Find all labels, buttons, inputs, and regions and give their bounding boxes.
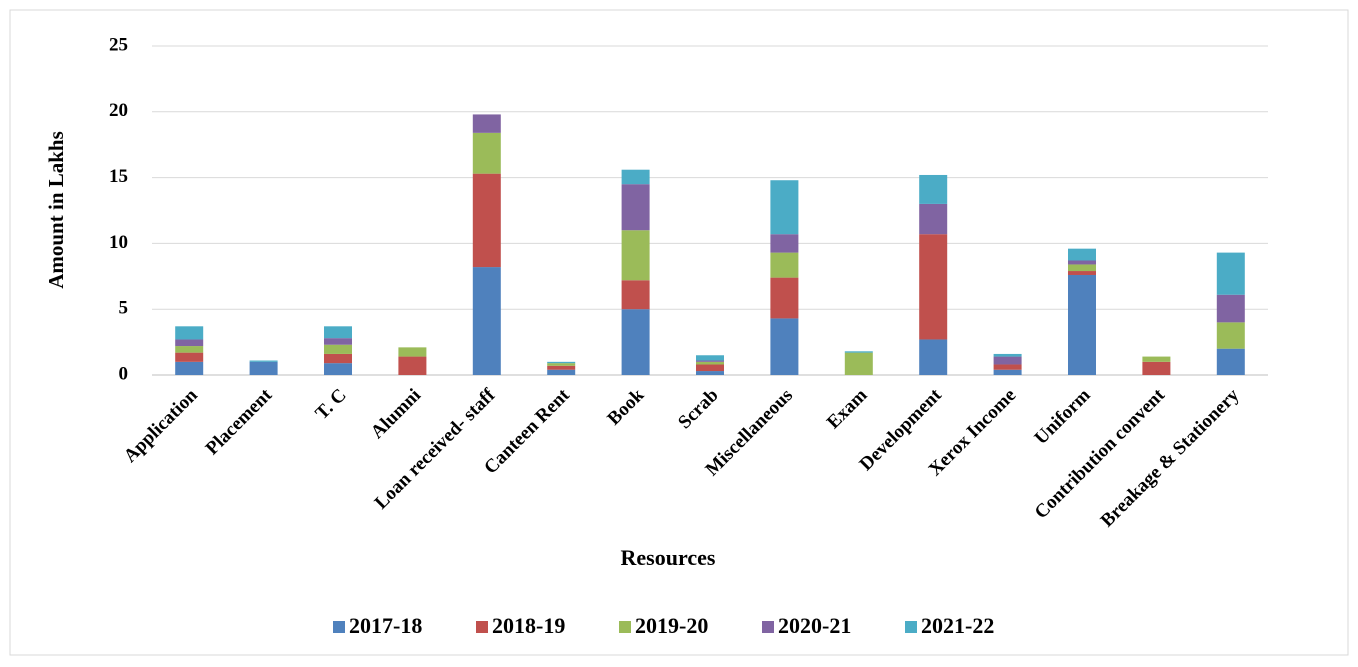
bar-segment	[1216, 252, 1245, 295]
bar-segment	[1068, 264, 1096, 272]
y-tick-label: 25	[109, 34, 128, 55]
bar-segment	[175, 339, 204, 347]
bar-segment	[175, 361, 204, 375]
legend-label: 2021-22	[921, 613, 994, 638]
bar-segment	[472, 132, 501, 174]
bar-segment	[919, 339, 948, 375]
bar-segment	[472, 114, 501, 133]
x-axis-title: Resources	[621, 545, 716, 570]
bar-segment	[919, 174, 948, 204]
legend-swatch	[905, 621, 917, 633]
bar-segment	[472, 173, 501, 268]
legend-swatch	[333, 621, 345, 633]
bar-segment	[1142, 361, 1171, 375]
bar-segment	[175, 326, 204, 340]
bar-segment	[696, 360, 724, 362]
legend-swatch	[619, 621, 631, 633]
bar-segment	[621, 280, 650, 310]
bar-segment	[547, 369, 576, 375]
bar-segment	[844, 352, 873, 375]
bar-segment	[547, 361, 576, 364]
bar-segment	[696, 364, 724, 372]
bar-segment	[1068, 260, 1096, 265]
bar-segment	[993, 369, 1022, 375]
bar-segment	[398, 356, 427, 375]
bar-segment	[621, 230, 650, 281]
bar-segment	[770, 252, 799, 278]
y-axis-title: Amount in Lakhs	[44, 131, 68, 289]
bar-segment	[621, 169, 650, 185]
bar-segment	[1142, 356, 1171, 362]
bar-segment	[547, 365, 576, 370]
bar-segment	[993, 353, 1022, 357]
legend-swatch	[476, 621, 488, 633]
bar-segment	[547, 363, 576, 366]
y-tick-label: 0	[119, 363, 129, 384]
legend-label: 2017-18	[349, 613, 422, 638]
bar-segment	[696, 355, 724, 361]
bar-segment	[696, 361, 724, 365]
y-tick-label: 20	[109, 100, 128, 121]
bar-segment	[472, 267, 501, 375]
legend-label: 2020-21	[778, 613, 851, 638]
bar-segment	[398, 347, 427, 357]
bar-segment	[621, 309, 650, 375]
bar-segment	[1216, 294, 1245, 323]
bar-segment	[1068, 248, 1096, 261]
bar-segment	[324, 326, 352, 339]
bar-segment	[324, 338, 352, 345]
bar-segment	[249, 360, 278, 362]
y-tick-label: 10	[109, 232, 128, 253]
bar-segment	[919, 203, 948, 235]
legend-label: 2018-19	[492, 613, 565, 638]
bar-segment	[324, 363, 352, 375]
bar-segment	[1068, 271, 1096, 275]
bar-segment	[175, 346, 204, 353]
legend-label: 2019-20	[635, 613, 708, 638]
bar-segment	[324, 353, 352, 364]
bar-segment	[770, 277, 799, 319]
bar-segment	[175, 352, 204, 362]
bar-segment	[770, 234, 799, 253]
bar-segment	[1216, 322, 1245, 349]
bar-segment	[1068, 274, 1096, 375]
bar-segment	[621, 184, 650, 231]
bar-segment	[770, 318, 799, 375]
bar-segment	[770, 180, 799, 235]
y-tick-label: 5	[119, 298, 129, 319]
bar-segment	[696, 371, 724, 375]
bar-segment	[844, 351, 873, 353]
bar-segment	[993, 364, 1022, 370]
bar-segment	[249, 361, 278, 375]
y-tick-label: 15	[109, 166, 128, 187]
chart-border	[9, 9, 1349, 656]
bar-segment	[919, 234, 948, 340]
legend-swatch	[762, 621, 774, 633]
bar-segment	[993, 356, 1022, 365]
bar-segment	[1216, 348, 1245, 375]
bar-segment	[324, 344, 352, 354]
